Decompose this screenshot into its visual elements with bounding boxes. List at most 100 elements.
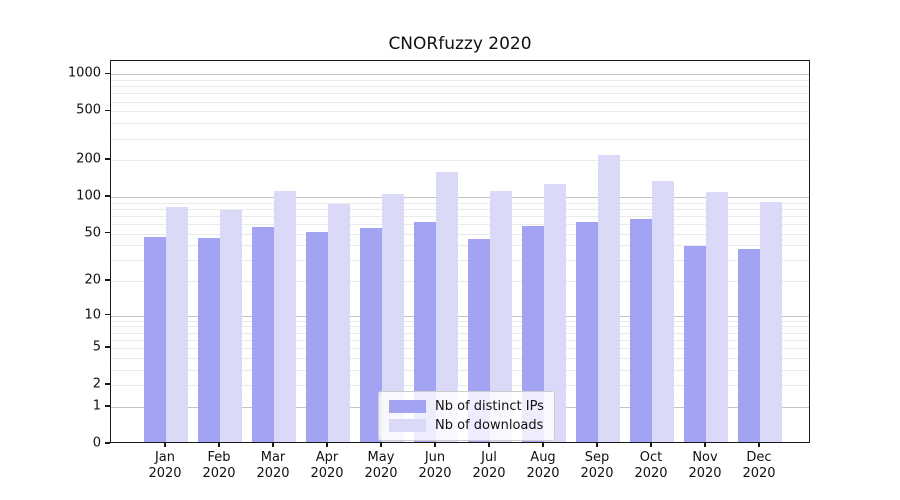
x-tick-label-line: 2020 xyxy=(364,466,398,481)
y-tick-50 xyxy=(105,231,110,234)
bar-downloads-jul xyxy=(490,190,512,442)
y-tick-2 xyxy=(105,383,110,385)
bar-ips-jan xyxy=(144,237,166,442)
x-tick-label-line: Aug xyxy=(530,450,556,465)
y-tick-1000 xyxy=(105,72,110,74)
minor-gridline xyxy=(111,215,809,217)
bar-downloads-jan xyxy=(166,207,188,442)
x-tick-jun xyxy=(434,443,436,447)
y-tick-200 xyxy=(105,158,110,160)
bar-downloads-apr xyxy=(328,203,350,442)
major-gridline xyxy=(111,315,809,317)
bar-ips-sep xyxy=(576,221,598,442)
bar-ips-may xyxy=(360,227,382,442)
minor-gridline xyxy=(111,339,809,341)
x-tick-label-may: May 2020 xyxy=(351,450,411,482)
y-tick-label-500: 500 xyxy=(76,102,101,118)
x-tick-jul xyxy=(488,443,490,447)
y-tick-label-100: 100 xyxy=(76,188,101,204)
y-tick-1 xyxy=(105,405,110,407)
minor-gridline xyxy=(111,202,809,204)
x-tick-label-oct: Oct 2020 xyxy=(621,450,681,482)
bar-ips-aug xyxy=(522,225,544,442)
plot-area xyxy=(110,60,810,443)
y-tick-label-1000: 1000 xyxy=(67,65,101,81)
x-tick-label-line: 2020 xyxy=(256,466,290,481)
bar-ips-mar xyxy=(252,226,274,442)
minor-gridline xyxy=(111,86,809,88)
minor-gridline xyxy=(111,369,809,371)
legend-row-downloads: Nb of downloads xyxy=(389,418,544,433)
x-tick-label-line: Mar xyxy=(260,450,286,465)
x-tick-label-line: Feb xyxy=(207,450,231,465)
x-tick-apr xyxy=(326,443,328,447)
chart-title: CNORfuzzy 2020 xyxy=(388,34,532,54)
x-tick-label-line: Nov xyxy=(692,450,718,465)
minor-gridline xyxy=(111,281,809,283)
minor-gridline xyxy=(111,101,809,103)
x-tick-aug xyxy=(542,443,544,447)
major-gridline xyxy=(111,74,809,76)
bar-downloads-oct xyxy=(652,180,674,442)
x-tick-label-nov: Nov 2020 xyxy=(675,450,735,482)
minor-gridline xyxy=(111,348,809,350)
minor-gridline xyxy=(111,260,809,262)
minor-gridline xyxy=(111,223,809,225)
x-tick-label-dec: Dec 2020 xyxy=(729,450,789,482)
x-tick-label-apr: Apr 2020 xyxy=(297,450,357,482)
x-tick-may xyxy=(380,443,382,447)
x-tick-sep xyxy=(596,443,598,447)
minor-gridline xyxy=(111,111,809,113)
x-tick-label-feb: Feb 2020 xyxy=(189,450,249,482)
y-tick-label-2: 2 xyxy=(92,376,101,392)
x-tick-label-line: 2020 xyxy=(472,466,506,481)
x-tick-mar xyxy=(272,443,274,447)
y-tick-label-20: 20 xyxy=(84,272,101,288)
y-tick-label-0: 0 xyxy=(92,435,101,451)
minor-gridline xyxy=(111,208,809,210)
bar-downloads-sep xyxy=(598,154,620,442)
x-tick-label-line: Jan xyxy=(154,450,176,465)
x-tick-label-line: 2020 xyxy=(634,466,668,481)
x-tick-label-line: Jul xyxy=(481,450,497,465)
x-tick-label-line: 2020 xyxy=(688,466,722,481)
y-tick-0 xyxy=(105,442,110,444)
major-gridline xyxy=(111,196,809,198)
bar-ips-apr xyxy=(306,231,328,442)
minor-gridline xyxy=(111,160,809,162)
legend-label-downloads: Nb of downloads xyxy=(435,418,544,433)
y-tick-10 xyxy=(105,313,110,316)
legend-swatch-ips xyxy=(389,400,426,413)
x-tick-label-line: 2020 xyxy=(418,466,452,481)
bar-ips-dec xyxy=(738,248,760,442)
x-tick-dec xyxy=(758,443,760,447)
x-tick-label-line: Jun xyxy=(424,450,446,465)
x-tick-label-line: Apr xyxy=(315,450,339,465)
minor-gridline xyxy=(111,320,809,322)
y-tick-label-10: 10 xyxy=(84,307,101,323)
x-tick-jan xyxy=(164,443,166,447)
x-tick-label-sep: Sep 2020 xyxy=(567,450,627,482)
bar-ips-oct xyxy=(630,218,652,442)
legend: Nb of distinct IPs Nb of downloads xyxy=(378,391,555,441)
minor-gridline xyxy=(111,357,809,359)
legend-row-ips: Nb of distinct IPs xyxy=(389,399,544,414)
minor-gridline xyxy=(111,385,809,387)
x-tick-label-line: Dec xyxy=(746,450,772,465)
bar-ips-nov xyxy=(684,245,706,442)
x-tick-label-jul: Jul 2020 xyxy=(459,450,519,482)
bar-ips-jun xyxy=(414,221,436,442)
minor-gridline xyxy=(111,233,809,235)
minor-gridline xyxy=(111,123,809,125)
minor-gridline xyxy=(111,93,809,95)
x-tick-label-line: 2020 xyxy=(202,466,236,481)
minor-gridline xyxy=(111,245,809,247)
bar-downloads-jun xyxy=(436,172,458,442)
y-tick-label-200: 200 xyxy=(76,151,101,167)
x-tick-label-aug: Aug 2020 xyxy=(513,450,573,482)
y-tick-label-1: 1 xyxy=(92,398,101,414)
x-tick-nov xyxy=(704,443,706,447)
minor-gridline xyxy=(111,79,809,81)
bar-downloads-aug xyxy=(544,183,566,442)
